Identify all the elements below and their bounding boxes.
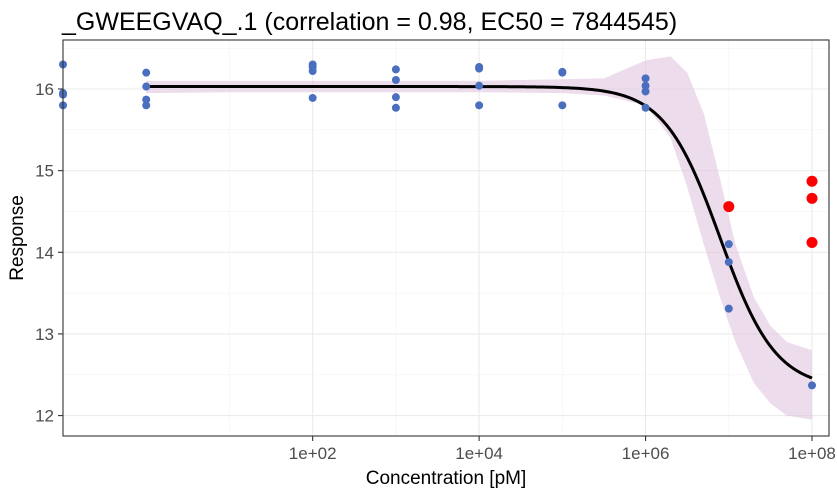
data-point bbox=[391, 103, 400, 112]
data-point bbox=[308, 93, 317, 102]
y-axis: 12 13 14 15 16 bbox=[35, 80, 63, 426]
data-point bbox=[724, 304, 733, 313]
data-points bbox=[59, 60, 817, 390]
data-point bbox=[475, 64, 484, 73]
data-point bbox=[641, 103, 650, 112]
data-point bbox=[142, 82, 151, 91]
y-tick-label: 14 bbox=[35, 243, 54, 262]
data-point bbox=[558, 101, 567, 110]
data-point bbox=[308, 67, 317, 76]
data-point bbox=[391, 65, 400, 74]
data-point bbox=[475, 101, 484, 110]
y-axis-title: Response bbox=[7, 195, 28, 281]
data-point bbox=[475, 81, 484, 90]
y-tick-label: 12 bbox=[35, 407, 54, 426]
panel-border bbox=[62, 39, 830, 437]
x-axis-title: Concentration [pM] bbox=[366, 468, 527, 489]
chart-title: _GWEEGVAQ_.1 (correlation = 0.98, EC50 =… bbox=[61, 8, 677, 36]
outlier-point bbox=[723, 201, 735, 213]
x-tick-label: 1e+08 bbox=[788, 444, 836, 463]
data-point bbox=[641, 87, 650, 96]
x-axis: 1e+02 1e+04 1e+06 1e+08 bbox=[289, 436, 836, 463]
x-tick-label: 1e+02 bbox=[289, 444, 337, 463]
data-point bbox=[142, 101, 151, 110]
outlier-points bbox=[723, 175, 818, 248]
outlier-point bbox=[806, 175, 818, 187]
y-tick-label: 15 bbox=[35, 162, 54, 181]
data-point bbox=[142, 68, 151, 77]
x-tick-label: 1e+04 bbox=[455, 444, 503, 463]
data-point bbox=[724, 240, 733, 249]
data-point bbox=[641, 81, 650, 90]
outlier-point bbox=[806, 236, 818, 248]
data-point bbox=[391, 93, 400, 102]
x-tick-label: 1e+06 bbox=[622, 444, 670, 463]
data-point bbox=[558, 68, 567, 77]
data-point bbox=[391, 76, 400, 85]
outlier-point bbox=[806, 192, 818, 204]
data-point bbox=[641, 74, 650, 83]
y-tick-label: 16 bbox=[35, 80, 54, 99]
data-point bbox=[142, 95, 151, 104]
data-point bbox=[724, 258, 733, 267]
y-tick-label: 13 bbox=[35, 325, 54, 344]
data-point bbox=[808, 381, 817, 390]
